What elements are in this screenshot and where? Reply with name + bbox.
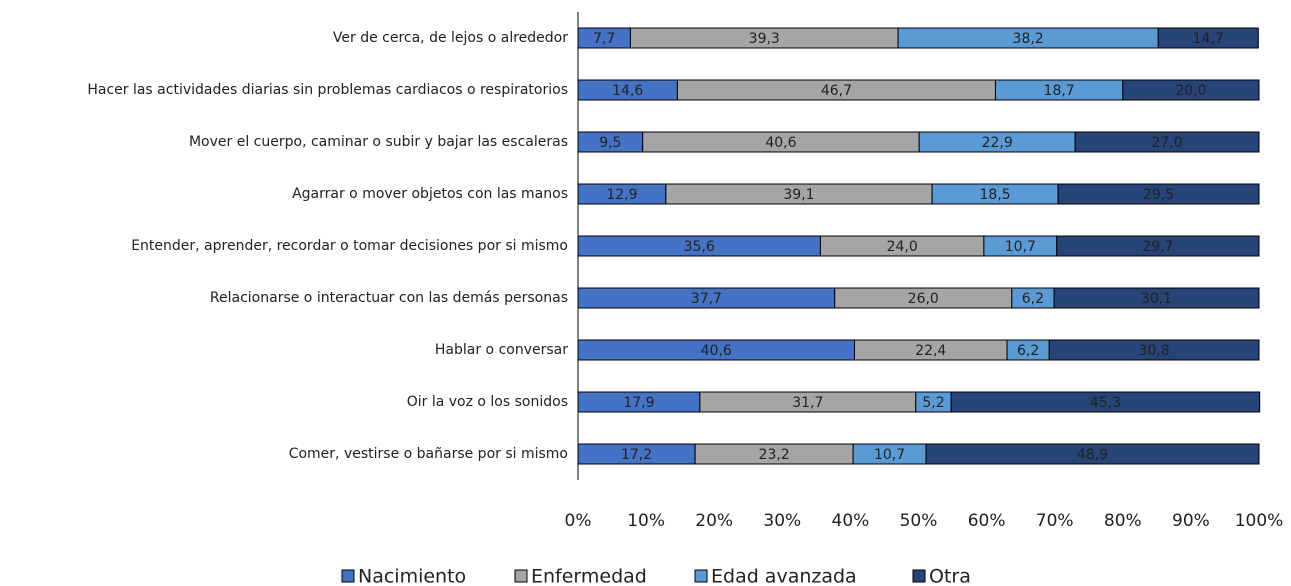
data-label: 29,5 (1143, 187, 1174, 203)
x-tick-label: 80% (1104, 511, 1142, 531)
data-label: 24,0 (887, 239, 918, 255)
data-label: 26,0 (908, 291, 939, 307)
data-label: 14,7 (1193, 31, 1224, 47)
category-label: Comer, vestirse o bañarse por si mismo (289, 446, 568, 462)
legend-swatch (694, 569, 708, 583)
data-label: 39,1 (783, 187, 814, 203)
x-tick-label: 100% (1235, 511, 1284, 531)
data-label: 12,9 (606, 187, 637, 203)
legend-label: Edad avanzada (711, 566, 857, 586)
bar-segment (1053, 287, 1260, 309)
data-label: 38,2 (1013, 31, 1044, 47)
x-tick-label: 70% (1036, 511, 1074, 531)
data-label: 40,6 (701, 343, 732, 359)
x-tick-label: 20% (695, 511, 733, 531)
data-label: 18,7 (1044, 83, 1075, 99)
data-label: 23,2 (759, 447, 790, 463)
x-tick-label: 30% (763, 511, 801, 531)
legend-label: Enfermedad (531, 566, 647, 586)
data-label: 18,5 (980, 187, 1011, 203)
x-tick-label: 40% (832, 511, 870, 531)
bar-segment (1057, 183, 1260, 205)
legend-label: Otra (929, 566, 971, 586)
data-label: 17,2 (621, 447, 652, 463)
data-label: 48,9 (1077, 447, 1108, 463)
data-label: 29,7 (1142, 239, 1173, 255)
data-label: 10,7 (874, 447, 905, 463)
data-label: 37,7 (691, 291, 722, 307)
category-label: Agarrar o mover objetos con las manos (292, 186, 568, 202)
legend-swatch (912, 569, 926, 583)
data-label: 17,9 (623, 395, 654, 411)
category-label: Oir la voz o los sonidos (407, 394, 568, 410)
data-label: 6,2 (1017, 343, 1039, 359)
data-label: 39,3 (749, 31, 780, 47)
bar-segment (1056, 235, 1260, 257)
bar-segment (1122, 79, 1260, 101)
data-label: 9,5 (599, 135, 621, 151)
x-tick-label: 0% (565, 511, 592, 531)
bar-segment (950, 391, 1261, 413)
x-tick-label: 60% (968, 511, 1006, 531)
bar-segment (1048, 339, 1260, 361)
data-label: 30,8 (1139, 343, 1170, 359)
bar-segment (1157, 27, 1259, 49)
data-label: 30,1 (1141, 291, 1172, 307)
data-label: 35,6 (684, 239, 715, 255)
x-tick-label: 10% (627, 511, 665, 531)
data-label: 31,7 (792, 395, 823, 411)
category-label: Entender, aprender, recordar o tomar dec… (131, 238, 568, 254)
legend-swatch (341, 569, 355, 583)
category-label: Ver de cerca, de lejos o alrededor (333, 30, 568, 46)
legend-label: Nacimiento (358, 566, 466, 586)
data-label: 5,2 (922, 395, 944, 411)
category-label: Relacionarse o interactuar con las demás… (210, 290, 568, 306)
data-label: 40,6 (765, 135, 796, 151)
data-label: 27,0 (1151, 135, 1182, 151)
data-label: 20,0 (1175, 83, 1206, 99)
category-label: Mover el cuerpo, caminar o subir y bajar… (189, 134, 568, 150)
x-tick-label: 50% (900, 511, 938, 531)
data-label: 22,9 (982, 135, 1013, 151)
data-label: 14,6 (612, 83, 643, 99)
data-label: 7,7 (593, 31, 615, 47)
bar-segment (925, 443, 1260, 465)
x-tick-label: 90% (1172, 511, 1210, 531)
data-label: 22,4 (915, 343, 946, 359)
category-label: Hablar o conversar (435, 342, 568, 358)
data-label: 6,2 (1022, 291, 1044, 307)
legend-swatch (514, 569, 528, 583)
data-label: 46,7 (821, 83, 852, 99)
bar-segment (1074, 131, 1260, 153)
data-label: 45,3 (1090, 395, 1121, 411)
data-label: 10,7 (1005, 239, 1036, 255)
category-label: Hacer las actividades diarias sin proble… (87, 82, 568, 98)
